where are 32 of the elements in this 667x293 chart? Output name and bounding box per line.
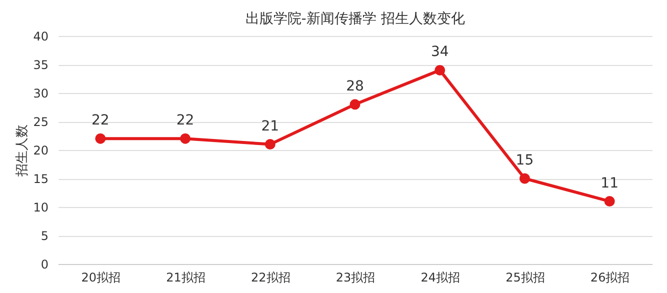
chart-title: 出版学院-新闻传播学 招生人数变化 xyxy=(245,11,465,27)
x-tick-label: 23拟招 xyxy=(336,270,376,284)
point xyxy=(180,133,191,144)
data-label: 28 xyxy=(346,78,364,94)
point xyxy=(264,139,276,150)
y-tick-label: 10 xyxy=(33,200,48,214)
y-tick-label: 35 xyxy=(33,58,48,72)
y-axis-title: 招生人数 xyxy=(15,124,30,178)
y-tick-label: 30 xyxy=(33,86,48,100)
x-tick-label: 24拟招 xyxy=(420,270,460,284)
point xyxy=(95,133,106,144)
y-tick-label: 25 xyxy=(33,115,48,129)
point xyxy=(519,173,530,184)
data-label: 11 xyxy=(600,175,618,192)
data-label: 34 xyxy=(430,44,449,60)
y-tick-label: 40 xyxy=(33,30,48,44)
point xyxy=(434,64,446,76)
y-tick-label: 5 xyxy=(40,229,48,243)
x-tick-label: 26拟招 xyxy=(590,270,630,284)
y-tick-label: 0 xyxy=(40,258,48,272)
y-tick-label: 15 xyxy=(33,172,48,186)
data-label: 22 xyxy=(176,112,194,129)
data-label: 22 xyxy=(92,112,110,129)
y-tick-label: 20 xyxy=(33,144,48,158)
data-label: 21 xyxy=(261,118,280,134)
data-label: 15 xyxy=(516,152,534,168)
x-tick-label: 22拟招 xyxy=(251,270,290,284)
x-tick-label: 20拟招 xyxy=(81,270,121,284)
x-tick-label: 21拟招 xyxy=(166,270,206,284)
x-tick-label: 25拟招 xyxy=(506,270,545,284)
point xyxy=(604,196,615,207)
point xyxy=(350,99,360,110)
